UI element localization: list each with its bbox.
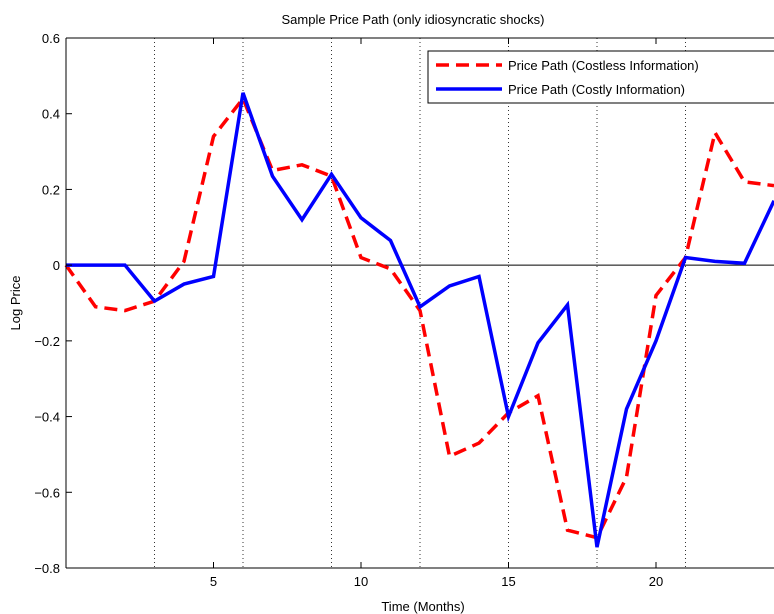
x-tick-label: 5 <box>210 574 217 589</box>
y-tick-label: 0.4 <box>42 107 60 122</box>
y-tick-label: −0.6 <box>34 485 60 500</box>
x-tick-label: 10 <box>354 574 368 589</box>
plot-area <box>64 37 774 569</box>
legend-box <box>427 50 774 104</box>
y-axis-label: Log Price <box>8 276 23 331</box>
y-ticks: −0.8 −0.6 −0.4 −0.2 0 0.2 0.4 0.6 <box>34 31 72 576</box>
x-tick-label: 15 <box>501 574 515 589</box>
series-line-0 <box>64 95 774 540</box>
y-tick-label: 0.2 <box>42 182 60 197</box>
y-tick-label: −0.8 <box>34 561 60 576</box>
x-tick-label: 20 <box>649 574 663 589</box>
series-group <box>64 92 774 548</box>
series-line-1 <box>66 92 774 548</box>
y-tick-label: −0.4 <box>34 410 60 425</box>
x-axis-label: Time (Months) <box>381 599 464 614</box>
legend: Price Path (Costless Information) Price … <box>427 50 774 104</box>
y-tick-label: −0.2 <box>34 334 60 349</box>
y-tick-label: 0 <box>53 258 60 273</box>
legend-label-costless: Price Path (Costless Information) <box>508 58 699 73</box>
y-tick-label: 0.6 <box>42 31 60 46</box>
legend-label-costly: Price Path (Costly Information) <box>508 82 685 97</box>
chart-title: Sample Price Path (only idiosyncratic sh… <box>282 12 545 27</box>
x-ticks: 5 10 15 20 <box>210 38 663 589</box>
